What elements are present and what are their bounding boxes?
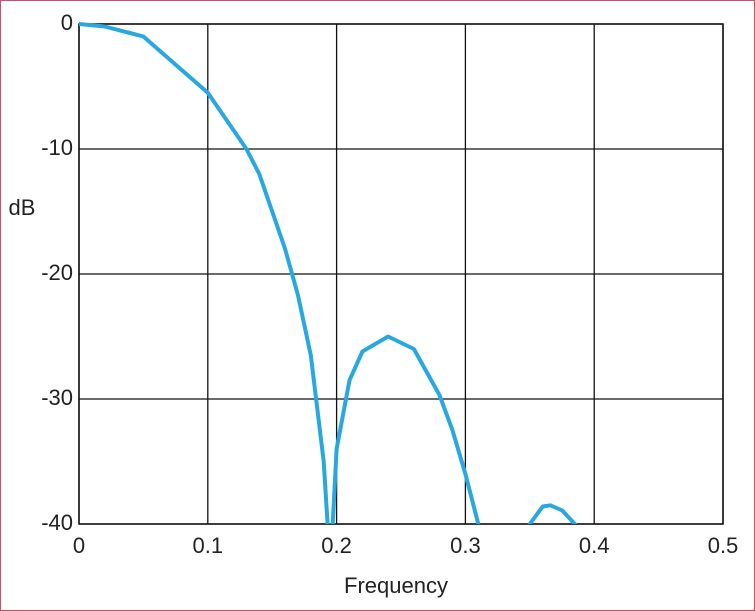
x-tick-label: 0.4 [579, 533, 610, 558]
x-tick-label: 0 [73, 533, 85, 558]
x-tick-label: 0.5 [708, 533, 739, 558]
x-tick-label: 0.2 [321, 533, 352, 558]
y-tick-label: -10 [41, 135, 73, 160]
x-tick-label: 0.3 [450, 533, 481, 558]
line [79, 22, 577, 524]
plot-border [78, 23, 724, 525]
x-tick-label: 0.1 [193, 533, 224, 558]
y-axis-label: dB [9, 195, 36, 220]
y-tick-label: -40 [41, 510, 73, 535]
y-tick-label: -30 [41, 385, 73, 410]
y-tick-label: 0 [61, 10, 73, 35]
x-axis-label: Frequency [344, 573, 448, 598]
y-tick-label: -20 [41, 260, 73, 285]
